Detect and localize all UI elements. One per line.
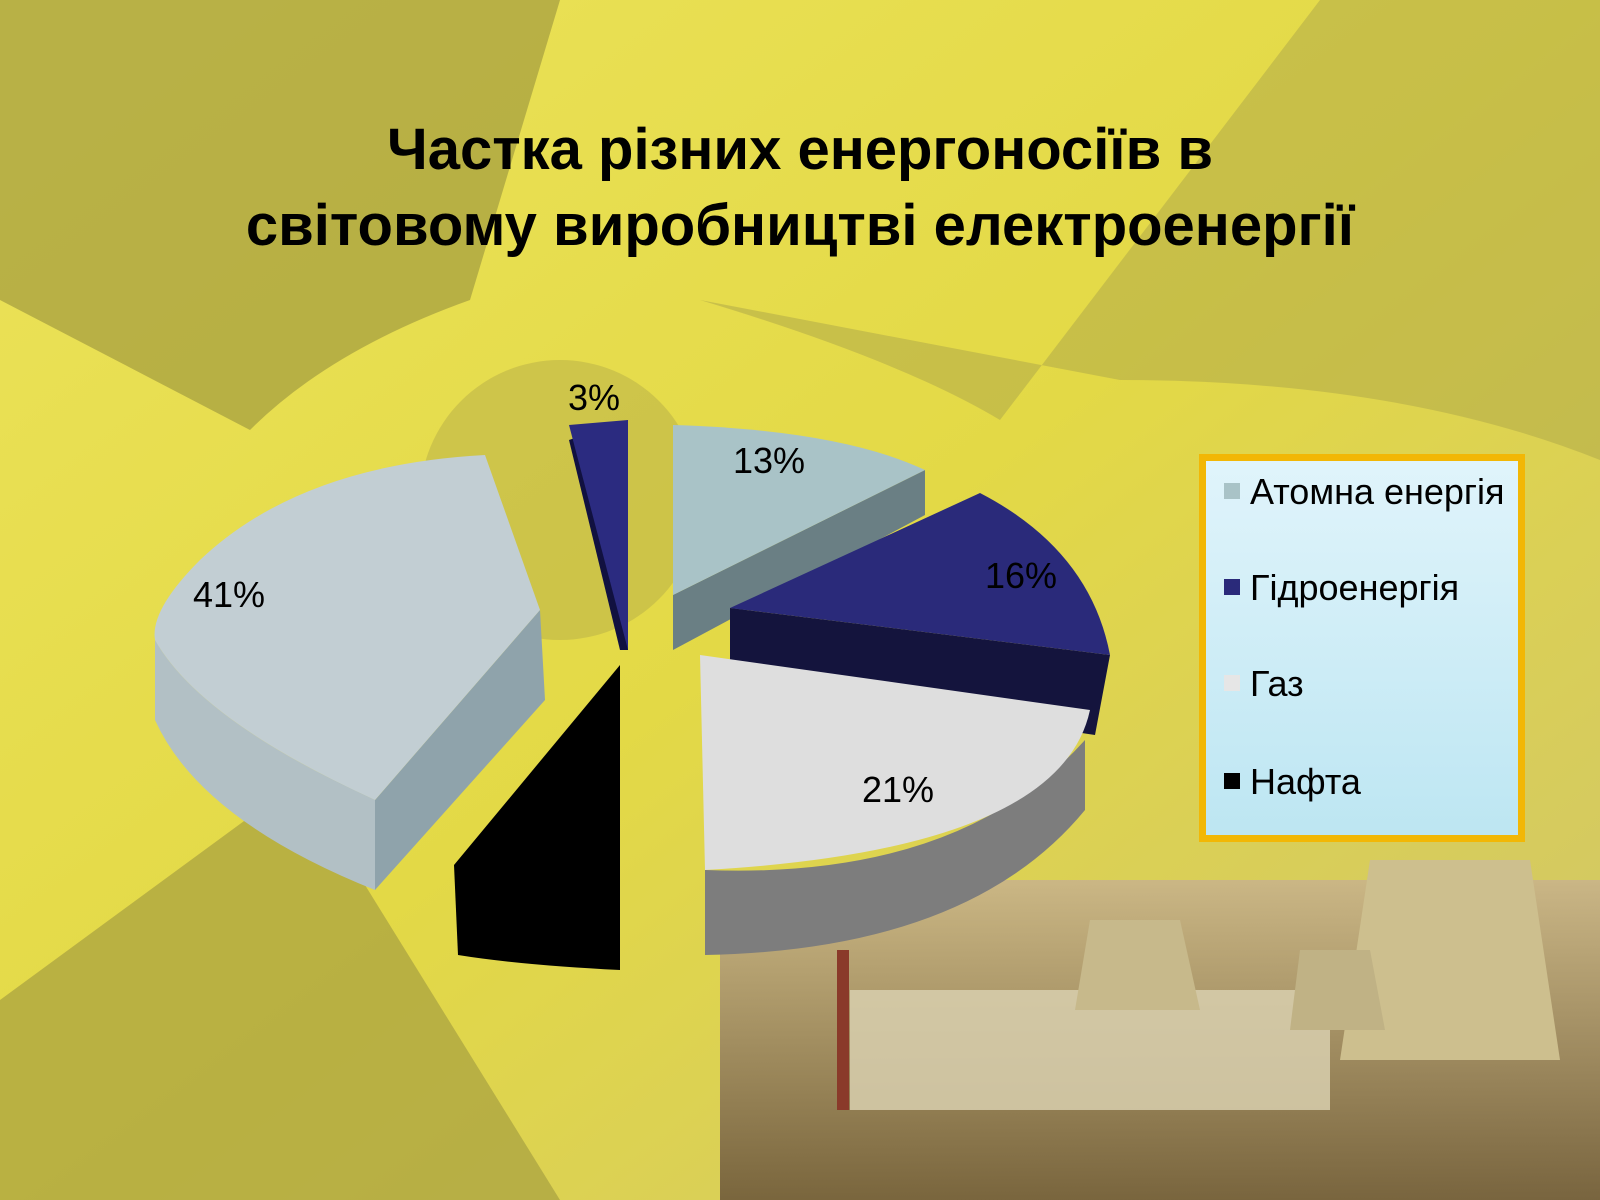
pie-slice-coal-top — [154, 455, 540, 800]
legend-label-gas: Газ — [1250, 663, 1304, 704]
slide-title-line-2: світовому виробництві електроенергії — [245, 193, 1355, 258]
legend-label-hydro: Гідроенергія — [1250, 567, 1460, 608]
pie-slice-coal-side-outer — [155, 640, 375, 890]
slide-title-line-1: Частка різних енергоносіїв в — [386, 117, 1214, 182]
data-label-nuclear: 13% — [733, 440, 805, 481]
radiation-blade-top-left — [0, 0, 560, 430]
data-label-coal: 41% — [193, 574, 265, 615]
pie-slice-oil-top — [454, 665, 620, 970]
pie-slice-small-top — [569, 420, 628, 650]
data-label-small: 3% — [568, 377, 620, 418]
pie-slice-small — [569, 420, 628, 650]
data-label-hydro: 16% — [985, 555, 1057, 596]
legend-label-oil: Нафта — [1250, 761, 1361, 802]
legend-swatch-oil — [1224, 773, 1240, 789]
chart-legend: Атомна енергія Гідроенергія Газ Нафта — [1199, 454, 1525, 842]
legend-item-oil: Нафта — [1224, 759, 1520, 805]
radiation-blade-bottom — [0, 780, 560, 1200]
pie-slice-coal — [154, 455, 545, 890]
pie-slice-oil — [454, 665, 620, 970]
pie-slice-nuclear — [673, 425, 925, 650]
pie-slice-nuclear-top — [673, 425, 925, 595]
legend-swatch-gas — [1224, 675, 1240, 691]
pie-slice-gas-top — [700, 655, 1090, 870]
pie-slice-gas — [700, 655, 1090, 955]
pie-slice-hydro-top — [730, 493, 1110, 655]
legend-item-hydro: Гідроенергія — [1224, 565, 1520, 611]
legend-label-nuclear: Атомна енергія — [1250, 471, 1505, 512]
pie-slice-nuclear-side — [673, 470, 925, 650]
legend-swatch-hydro — [1224, 579, 1240, 595]
pie-slice-gas-side — [705, 740, 1085, 955]
radiation-blade-right — [700, 0, 1600, 460]
data-label-gas: 21% — [862, 769, 934, 810]
legend-item-nuclear: Атомна енергія — [1224, 469, 1520, 515]
legend-swatch-nuclear — [1224, 483, 1240, 499]
legend-item-gas: Газ — [1224, 661, 1520, 707]
